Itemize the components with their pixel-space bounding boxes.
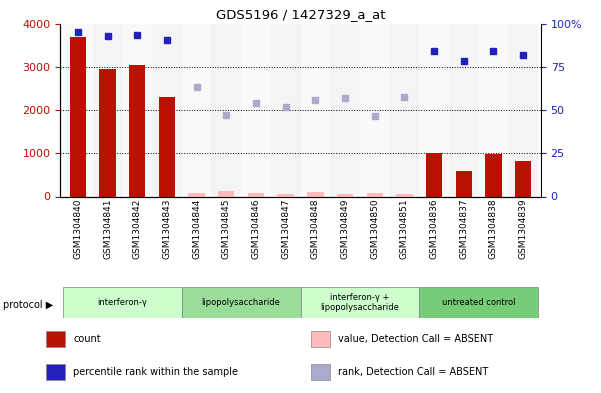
Bar bbox=[330, 24, 360, 196]
Bar bbox=[248, 193, 264, 196]
Bar bbox=[218, 191, 234, 196]
Bar bbox=[300, 287, 419, 318]
Bar bbox=[123, 24, 152, 196]
Bar bbox=[70, 37, 86, 197]
Text: GSM1304840: GSM1304840 bbox=[73, 198, 82, 259]
Text: GSM1304838: GSM1304838 bbox=[489, 198, 498, 259]
Bar bbox=[182, 24, 212, 196]
Text: untreated control: untreated control bbox=[442, 298, 515, 307]
Bar bbox=[419, 24, 449, 196]
Bar bbox=[212, 24, 241, 196]
Title: GDS5196 / 1427329_a_at: GDS5196 / 1427329_a_at bbox=[216, 8, 385, 21]
Text: GSM1304848: GSM1304848 bbox=[311, 198, 320, 259]
Text: GSM1304839: GSM1304839 bbox=[519, 198, 528, 259]
Text: interferon-γ +
lipopolysaccharide: interferon-γ + lipopolysaccharide bbox=[320, 293, 399, 312]
Bar bbox=[99, 69, 116, 196]
Text: protocol ▶: protocol ▶ bbox=[3, 299, 53, 310]
Bar bbox=[311, 364, 331, 380]
Bar bbox=[396, 194, 412, 196]
Text: GSM1304837: GSM1304837 bbox=[459, 198, 468, 259]
Bar bbox=[311, 331, 331, 347]
Text: value, Detection Call = ABSENT: value, Detection Call = ABSENT bbox=[338, 334, 493, 344]
Bar bbox=[449, 24, 478, 196]
Bar bbox=[159, 97, 175, 196]
Text: lipopolysaccharide: lipopolysaccharide bbox=[202, 298, 281, 307]
Bar bbox=[337, 194, 353, 196]
Bar bbox=[419, 287, 538, 318]
Bar bbox=[189, 193, 205, 196]
Text: count: count bbox=[73, 334, 101, 344]
Bar bbox=[508, 24, 538, 196]
Bar bbox=[367, 193, 383, 196]
Text: GSM1304847: GSM1304847 bbox=[281, 198, 290, 259]
Bar bbox=[182, 287, 300, 318]
Bar bbox=[300, 24, 330, 196]
Text: rank, Detection Call = ABSENT: rank, Detection Call = ABSENT bbox=[338, 367, 489, 377]
Bar bbox=[63, 24, 93, 196]
Text: GSM1304836: GSM1304836 bbox=[430, 198, 439, 259]
Text: GSM1304841: GSM1304841 bbox=[103, 198, 112, 259]
Bar bbox=[515, 161, 531, 196]
Text: interferon-γ: interferon-γ bbox=[97, 298, 147, 307]
Text: GSM1304851: GSM1304851 bbox=[400, 198, 409, 259]
Bar bbox=[360, 24, 389, 196]
Bar bbox=[307, 192, 323, 196]
Bar bbox=[46, 331, 65, 347]
Text: GSM1304842: GSM1304842 bbox=[133, 198, 142, 259]
Bar bbox=[93, 24, 123, 196]
Text: percentile rank within the sample: percentile rank within the sample bbox=[73, 367, 239, 377]
Text: GSM1304843: GSM1304843 bbox=[162, 198, 171, 259]
Bar bbox=[241, 24, 271, 196]
Bar bbox=[46, 364, 65, 380]
Text: GSM1304844: GSM1304844 bbox=[192, 198, 201, 259]
Text: GSM1304849: GSM1304849 bbox=[341, 198, 350, 259]
Bar bbox=[278, 194, 294, 196]
Bar bbox=[389, 24, 419, 196]
Bar bbox=[129, 64, 145, 196]
Text: GSM1304850: GSM1304850 bbox=[370, 198, 379, 259]
Bar bbox=[152, 24, 182, 196]
Bar bbox=[63, 287, 182, 318]
Bar bbox=[456, 171, 472, 196]
Bar bbox=[485, 154, 502, 196]
Text: GSM1304846: GSM1304846 bbox=[251, 198, 260, 259]
Bar bbox=[271, 24, 300, 196]
Bar bbox=[478, 24, 508, 196]
Bar bbox=[426, 153, 442, 196]
Text: GSM1304845: GSM1304845 bbox=[222, 198, 231, 259]
